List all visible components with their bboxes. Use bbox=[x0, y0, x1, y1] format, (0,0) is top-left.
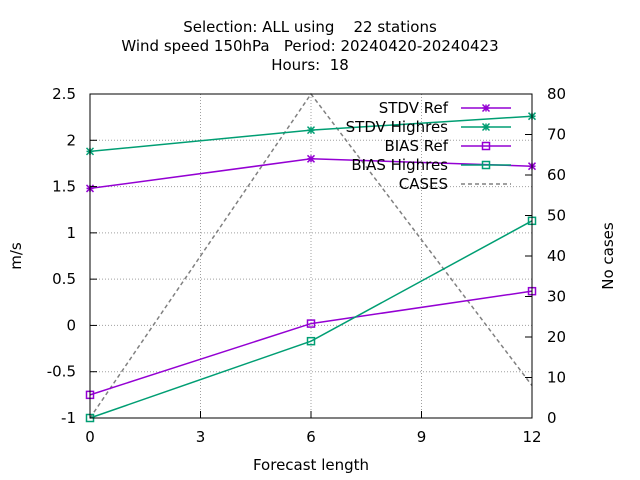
legend-label-stdv-ref: STDV Ref bbox=[379, 99, 449, 117]
data-point-bias-ref bbox=[306, 319, 316, 328]
y2-tick-label: 0 bbox=[547, 409, 557, 427]
series-line-bias-ref bbox=[89, 290, 533, 396]
y-tick-label: 2 bbox=[66, 131, 76, 149]
x-tick-label: 9 bbox=[417, 428, 427, 446]
y2-tick-label: 70 bbox=[547, 126, 566, 144]
y2-tick-label: 40 bbox=[547, 247, 566, 265]
legend-marker-stdv-ref bbox=[481, 103, 491, 113]
series-line-bias-highres bbox=[89, 220, 533, 419]
legend-label-cases: CASES bbox=[399, 175, 448, 193]
legend-marker-bias-ref bbox=[481, 141, 491, 151]
chart-title-line-1: Selection: ALL using 22 stations bbox=[183, 18, 437, 36]
x-tick-label: 6 bbox=[306, 428, 316, 446]
x-tick-label: 3 bbox=[196, 428, 206, 446]
data-series bbox=[85, 112, 537, 423]
chart-title-line-3: Hours: 18 bbox=[271, 56, 349, 74]
y2-tick-label: 30 bbox=[547, 288, 566, 306]
y2-tick-label: 60 bbox=[547, 166, 566, 184]
legend-marker-bias-highres bbox=[481, 160, 491, 170]
data-point-bias-highres bbox=[306, 336, 316, 346]
y-tick-label: -0.5 bbox=[47, 363, 76, 381]
y-tick-label: 1 bbox=[66, 224, 76, 242]
x-tick-label: 12 bbox=[522, 428, 541, 446]
legend-label-bias-highres: BIAS Highres bbox=[351, 156, 448, 174]
y2-tick-label: 20 bbox=[547, 328, 566, 346]
legend-label-bias-ref: BIAS Ref bbox=[384, 137, 448, 155]
y-tick-label: 0 bbox=[66, 316, 76, 334]
y-tick-label: 1.5 bbox=[52, 178, 76, 196]
y2-tick-label: 10 bbox=[547, 369, 566, 387]
data-point-stdv-highres bbox=[306, 126, 316, 135]
legend-marker-stdv-highres bbox=[481, 122, 491, 132]
axes: -1 -0.5 0 0.5 1 1.5 2 2.5 0 3 6 9 12 0 10 20 30 40 50 60 70 8… bbox=[47, 85, 566, 446]
y2-tick-label: 50 bbox=[547, 207, 566, 225]
legend-label-stdv-highres: STDV Highres bbox=[346, 118, 449, 136]
chart-title-line-2: Wind speed 150hPa Period: 20240420-20240… bbox=[121, 37, 498, 55]
x-axis-label: Forecast length bbox=[253, 456, 369, 474]
y-tick-label: 2.5 bbox=[52, 85, 76, 103]
y-tick-label: -1 bbox=[61, 409, 76, 427]
x-tick-label: 0 bbox=[85, 428, 95, 446]
y-tick-label: 0.5 bbox=[52, 270, 76, 288]
y-axis-label: m/s bbox=[7, 242, 25, 270]
y2-tick-label: 80 bbox=[547, 85, 566, 103]
data-point-stdv-ref bbox=[306, 154, 316, 163]
grid bbox=[90, 94, 532, 418]
y2-axis-label: No cases bbox=[599, 222, 617, 290]
